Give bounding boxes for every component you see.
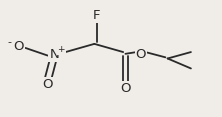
Text: O: O	[136, 48, 146, 61]
Text: +: +	[57, 46, 65, 54]
Text: N: N	[50, 48, 59, 61]
Text: -: -	[7, 37, 11, 47]
Text: O: O	[120, 82, 131, 95]
Text: F: F	[93, 9, 100, 22]
Text: O: O	[42, 78, 53, 91]
Text: O: O	[14, 40, 24, 53]
